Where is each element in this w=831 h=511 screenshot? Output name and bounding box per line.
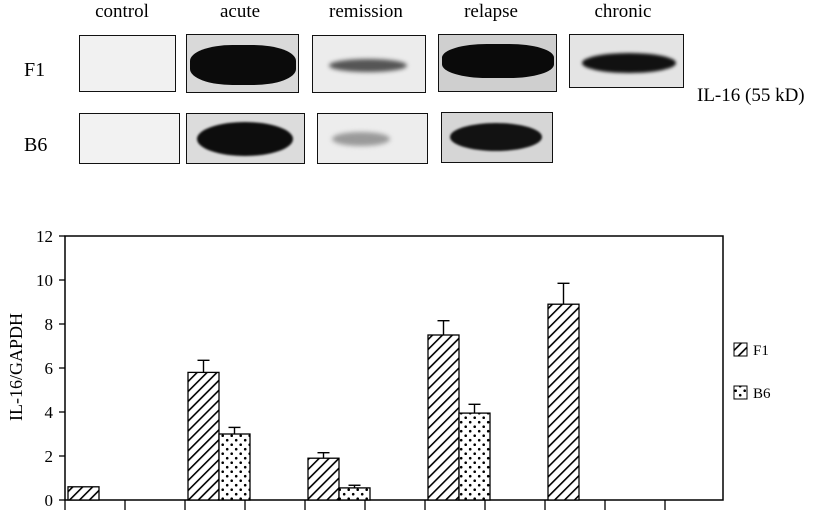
legend-label-b6: B6 [753,386,771,402]
y-axis-label: IL-16/GAPDH [6,313,26,421]
bar-f1-acute [187,371,220,501]
blot-lane-label-control: control [95,1,149,22]
legend-label-f1: F1 [753,343,769,359]
blot-b6-acute [186,113,305,164]
blot-lane-label-chronic: chronic [594,1,652,22]
blot-f1-acute [186,34,299,93]
y-tick-label: 6 [45,359,54,378]
bar-f1-relapse [427,334,460,501]
bar-b6-relapse [458,412,491,501]
bar-f1-chronic [547,303,580,501]
y-tick-label: 0 [45,491,54,510]
blot-b6-relapse [441,112,553,163]
bar-chart: 0 2 4 6 8 10 12 F1 B6 IL-16/GAPDH [6,227,771,510]
bar-b6-remission [338,487,371,501]
blot-row-label-b6: B6 [24,134,48,156]
blot-band [582,53,676,73]
blot-f1-remission [312,35,426,93]
blot-b6-control [79,113,180,164]
blot-band [190,45,296,85]
legend-swatch-b6 [733,385,748,400]
bar-f1-remission [307,457,340,501]
y-tick-label: 10 [36,271,53,290]
blot-lane-label-relapse: relapse [464,1,518,22]
blot-lane-label-remission: remission [329,1,403,22]
blot-f1-chronic [569,34,684,88]
bar-b6-acute [218,433,251,501]
blot-b6-remission [317,113,428,164]
blot-f1-control [79,35,176,92]
blot-band [197,122,293,156]
y-tick-label: 2 [45,447,54,466]
y-tick-label: 12 [36,227,53,246]
y-tick-label: 8 [45,315,54,334]
blot-band [329,59,407,72]
blot-f1-relapse [438,34,557,92]
blot-band [442,44,554,78]
bar-f1-control [67,486,100,501]
plot-frame [64,235,724,501]
blot-row-label-f1: F1 [24,59,46,81]
blot-lane-label-acute: acute [219,1,261,22]
blot-band [450,123,542,151]
protein-label: IL-16 (55 kD) [697,85,805,106]
blot-band [332,132,390,146]
legend-swatch-f1 [733,342,748,357]
y-tick-label: 4 [45,403,54,422]
